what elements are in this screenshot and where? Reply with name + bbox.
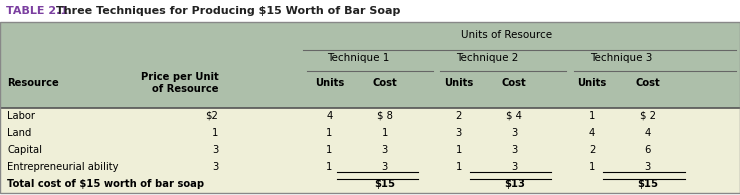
Text: 1: 1: [326, 162, 332, 172]
Text: $ 8: $ 8: [377, 111, 393, 121]
Text: 3: 3: [212, 162, 218, 172]
Text: 3: 3: [645, 162, 650, 172]
Text: 3: 3: [511, 145, 517, 155]
Text: $15: $15: [374, 179, 395, 189]
Text: Cost: Cost: [635, 78, 660, 88]
Text: 3: 3: [511, 128, 517, 138]
Text: 1: 1: [456, 162, 462, 172]
Text: 1: 1: [456, 145, 462, 155]
Text: 1: 1: [382, 128, 388, 138]
Text: Units: Units: [577, 78, 607, 88]
Text: 4: 4: [326, 111, 332, 121]
Bar: [0, 108, 740, 193]
Text: Labor: Labor: [7, 111, 36, 121]
Text: Units: Units: [314, 78, 344, 88]
Text: Cost: Cost: [372, 78, 397, 88]
Bar: [0, 2, 740, 20]
Text: TABLE 2.1: TABLE 2.1: [6, 6, 68, 16]
Text: 1: 1: [326, 128, 332, 138]
Text: 3: 3: [382, 162, 388, 172]
Bar: [0, 22, 740, 108]
Text: 1: 1: [589, 111, 595, 121]
Text: Entrepreneurial ability: Entrepreneurial ability: [7, 162, 119, 172]
Text: $13: $13: [504, 179, 525, 189]
Text: 4: 4: [589, 128, 595, 138]
Text: Resource: Resource: [7, 78, 59, 88]
Text: Technique 2: Technique 2: [457, 53, 519, 63]
Bar: [0, 22, 740, 193]
Text: $ 4: $ 4: [506, 111, 522, 121]
Text: Technique 1: Technique 1: [327, 53, 389, 63]
Text: Price per Unit
of Resource: Price per Unit of Resource: [141, 72, 218, 94]
Text: 3: 3: [456, 128, 462, 138]
Text: Technique 3: Technique 3: [590, 53, 652, 63]
Text: 4: 4: [645, 128, 650, 138]
Text: Units: Units: [444, 78, 474, 88]
Text: $2: $2: [206, 111, 218, 121]
Text: 1: 1: [589, 162, 595, 172]
Text: Total cost of $15 worth of bar soap: Total cost of $15 worth of bar soap: [7, 179, 204, 189]
Text: 3: 3: [511, 162, 517, 172]
Text: $15: $15: [637, 179, 658, 189]
Text: 2: 2: [589, 145, 595, 155]
Text: 6: 6: [645, 145, 650, 155]
Text: Three Techniques for Producing $15 Worth of Bar Soap: Three Techniques for Producing $15 Worth…: [56, 6, 400, 16]
Text: 3: 3: [382, 145, 388, 155]
Text: Land: Land: [7, 128, 32, 138]
Text: 3: 3: [212, 145, 218, 155]
Text: $ 2: $ 2: [639, 111, 656, 121]
Text: Units of Resource: Units of Resource: [460, 30, 552, 40]
Text: Capital: Capital: [7, 145, 42, 155]
Text: 2: 2: [456, 111, 462, 121]
Text: Cost: Cost: [502, 78, 527, 88]
Text: 1: 1: [326, 145, 332, 155]
Text: 1: 1: [212, 128, 218, 138]
